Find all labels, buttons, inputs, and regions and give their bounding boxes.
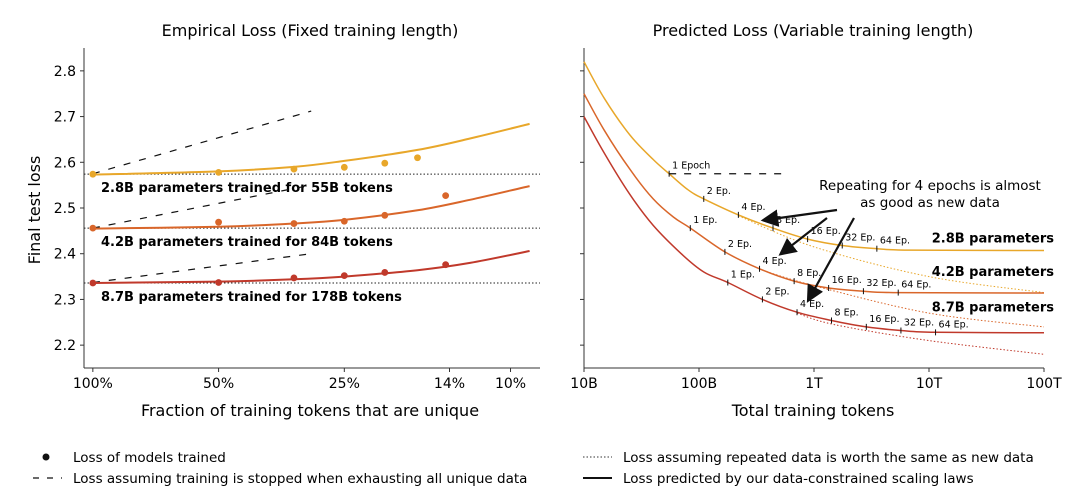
left-chart-title: Empirical Loss (Fixed training length) — [162, 21, 459, 40]
left-series-2-label: 4.2B parameters trained for 84B tokens — [101, 235, 393, 250]
left-series-2-stop-line — [92, 184, 312, 229]
y-tick-label-2-3: 2.3 — [54, 292, 76, 308]
legend-dotted-label: Loss assuming repeated data is worth the… — [623, 450, 1034, 466]
right-x-tick-label-100t: 100T — [1026, 376, 1062, 392]
right-chart: Predicted Loss (Variable training length… — [570, 21, 1062, 420]
right-series-1-epoch-label-7: 64 Ep. — [880, 236, 910, 247]
annotation-arrow-1 — [760, 208, 838, 227]
left-series-3-point-1 — [89, 279, 97, 287]
left-x-tick-label-25: 25% — [329, 376, 360, 392]
left-series-2-point-5 — [381, 211, 389, 219]
left-series-3-point-4 — [340, 272, 348, 280]
right-series-3-epoch-label-4: 8 Ep. — [835, 307, 859, 318]
left-series-2-point-6 — [442, 192, 450, 200]
right-series-2-epoch-label-3: 4 Ep. — [763, 256, 787, 267]
legend: Loss of models trained Loss assuming tra… — [33, 450, 1034, 487]
left-chart: Empirical Loss (Fixed training length) F… — [25, 21, 540, 420]
right-series-2-epoch-label-1: 1 Ep. — [693, 215, 717, 226]
left-series-3-point-5 — [381, 269, 389, 276]
left-x-axis-label: Fraction of training tokens that are uni… — [141, 401, 479, 420]
right-series-3-epoch-label-7: 64 Ep. — [939, 319, 969, 330]
right-series-3-epoch-label-3: 4 Ep. — [800, 299, 824, 310]
right-series-2-epoch-label-4: 8 Ep. — [797, 268, 821, 279]
right-series-2-epoch-label-2: 2 Ep. — [728, 239, 752, 250]
y-tick-label-2-6: 2.6 — [54, 155, 76, 171]
left-series-2-fit-curve — [92, 185, 530, 230]
y-tick-label-2-8: 2.8 — [54, 64, 76, 80]
left-series-2-point-3 — [290, 220, 298, 227]
right-series-2-epoch-label-5: 16 Ep. — [832, 275, 862, 286]
left-series-3-point-6 — [442, 261, 450, 269]
left-series-1-stop-line — [92, 110, 312, 175]
annotation-line-2: as good as new data — [860, 195, 1000, 211]
legend-dashed-label: Loss assuming training is stopped when e… — [73, 471, 527, 487]
right-series-3-epoch-label-5: 16 Ep. — [869, 314, 899, 325]
right-series-3-epoch-label-6: 32 Ep. — [904, 318, 934, 329]
left-series-3-label: 8.7B parameters trained for 178B tokens — [101, 290, 402, 305]
right-series-1-epoch-label-2: 2 Ep. — [707, 186, 731, 197]
legend-scatter-marker — [42, 453, 50, 461]
right-series-2-epoch-label-7: 64 Ep. — [901, 280, 931, 291]
left-series-3-point-3 — [290, 274, 298, 282]
right-series-1-epoch-label-3: 4 Ep. — [741, 202, 765, 213]
legend-solid-label: Loss predicted by our data-constrained s… — [623, 471, 974, 487]
left-series-1-fit-curve — [92, 122, 530, 176]
y-tick-label-2-7: 2.7 — [54, 110, 76, 126]
left-series-1-point-6 — [414, 154, 421, 162]
y-axis-label: Final test loss — [25, 156, 44, 265]
left-series-2-point-4 — [340, 217, 348, 225]
y-tick-label-2-2: 2.2 — [54, 338, 76, 354]
y-tick-label-2-4: 2.4 — [54, 247, 76, 263]
left-series-1-point-3 — [290, 165, 298, 173]
right-chart-title: Predicted Loss (Variable training length… — [653, 21, 974, 40]
left-series-3-point-2 — [215, 279, 222, 286]
left-x-tick-label-14: 14% — [434, 376, 465, 392]
legend-scatter-label: Loss of models trained — [73, 450, 226, 466]
right-series-3-epoch-label-1: 1 Ep. — [731, 270, 755, 281]
left-series-3-fit-curve — [92, 250, 530, 284]
right-series-2-name-label: 4.2B parameters — [932, 265, 1055, 280]
right-series-1-epoch-label-5: 16 Ep. — [811, 226, 841, 237]
left-series-1-label: 2.8B parameters trained for 55B tokens — [101, 181, 393, 196]
y-tick-label-2-5: 2.5 — [54, 201, 76, 217]
left-series-1-point-1 — [89, 170, 97, 178]
right-series-1-same-as-new-curve — [738, 215, 1045, 294]
annotation-line-1: Repeating for 4 epochs is almost — [819, 178, 1041, 194]
right-series-3-name-label: 8.7B parameters — [932, 301, 1055, 316]
left-series-1-point-4 — [340, 163, 348, 171]
left-series-1-point-2 — [215, 168, 222, 176]
right-series-1-curve — [583, 61, 1045, 252]
left-series-2-point-1 — [89, 224, 97, 232]
left-series-3-stop-line — [92, 253, 312, 284]
right-series-2-epoch-label-6: 32 Ep. — [866, 278, 896, 289]
left-x-tick-label-50: 50% — [203, 376, 234, 392]
right-series-3-epoch-label-2: 2 Ep. — [765, 286, 789, 297]
right-series-1-epoch-label-6: 32 Ep. — [845, 232, 875, 243]
annotation-arrow-2 — [778, 217, 828, 256]
left-series-1-point-5 — [381, 159, 389, 167]
right-series-2-curve — [583, 93, 1045, 294]
left-series-2-point-2 — [215, 218, 222, 226]
right-series-3-same-as-new-curve — [796, 312, 1045, 355]
right-series-1-epoch-label-4: 8 Ep. — [776, 215, 800, 226]
right-x-tick-label-100b: 100B — [681, 376, 717, 392]
right-series-2-same-as-new-curve — [759, 268, 1045, 328]
right-x-tick-label-10t: 10T — [916, 376, 943, 392]
left-x-tick-label-10: 10% — [495, 376, 526, 392]
right-x-axis-label: Total training tokens — [731, 401, 895, 420]
left-x-tick-label-100: 100% — [73, 376, 113, 392]
right-series-1-epoch-label-1: 1 Epoch — [672, 161, 710, 172]
annotation-arrow-3 — [806, 217, 855, 303]
right-x-tick-label-10b: 10B — [570, 376, 597, 392]
right-series-1-name-label: 2.8B parameters — [932, 232, 1055, 247]
right-x-tick-label-1t: 1T — [805, 376, 823, 392]
